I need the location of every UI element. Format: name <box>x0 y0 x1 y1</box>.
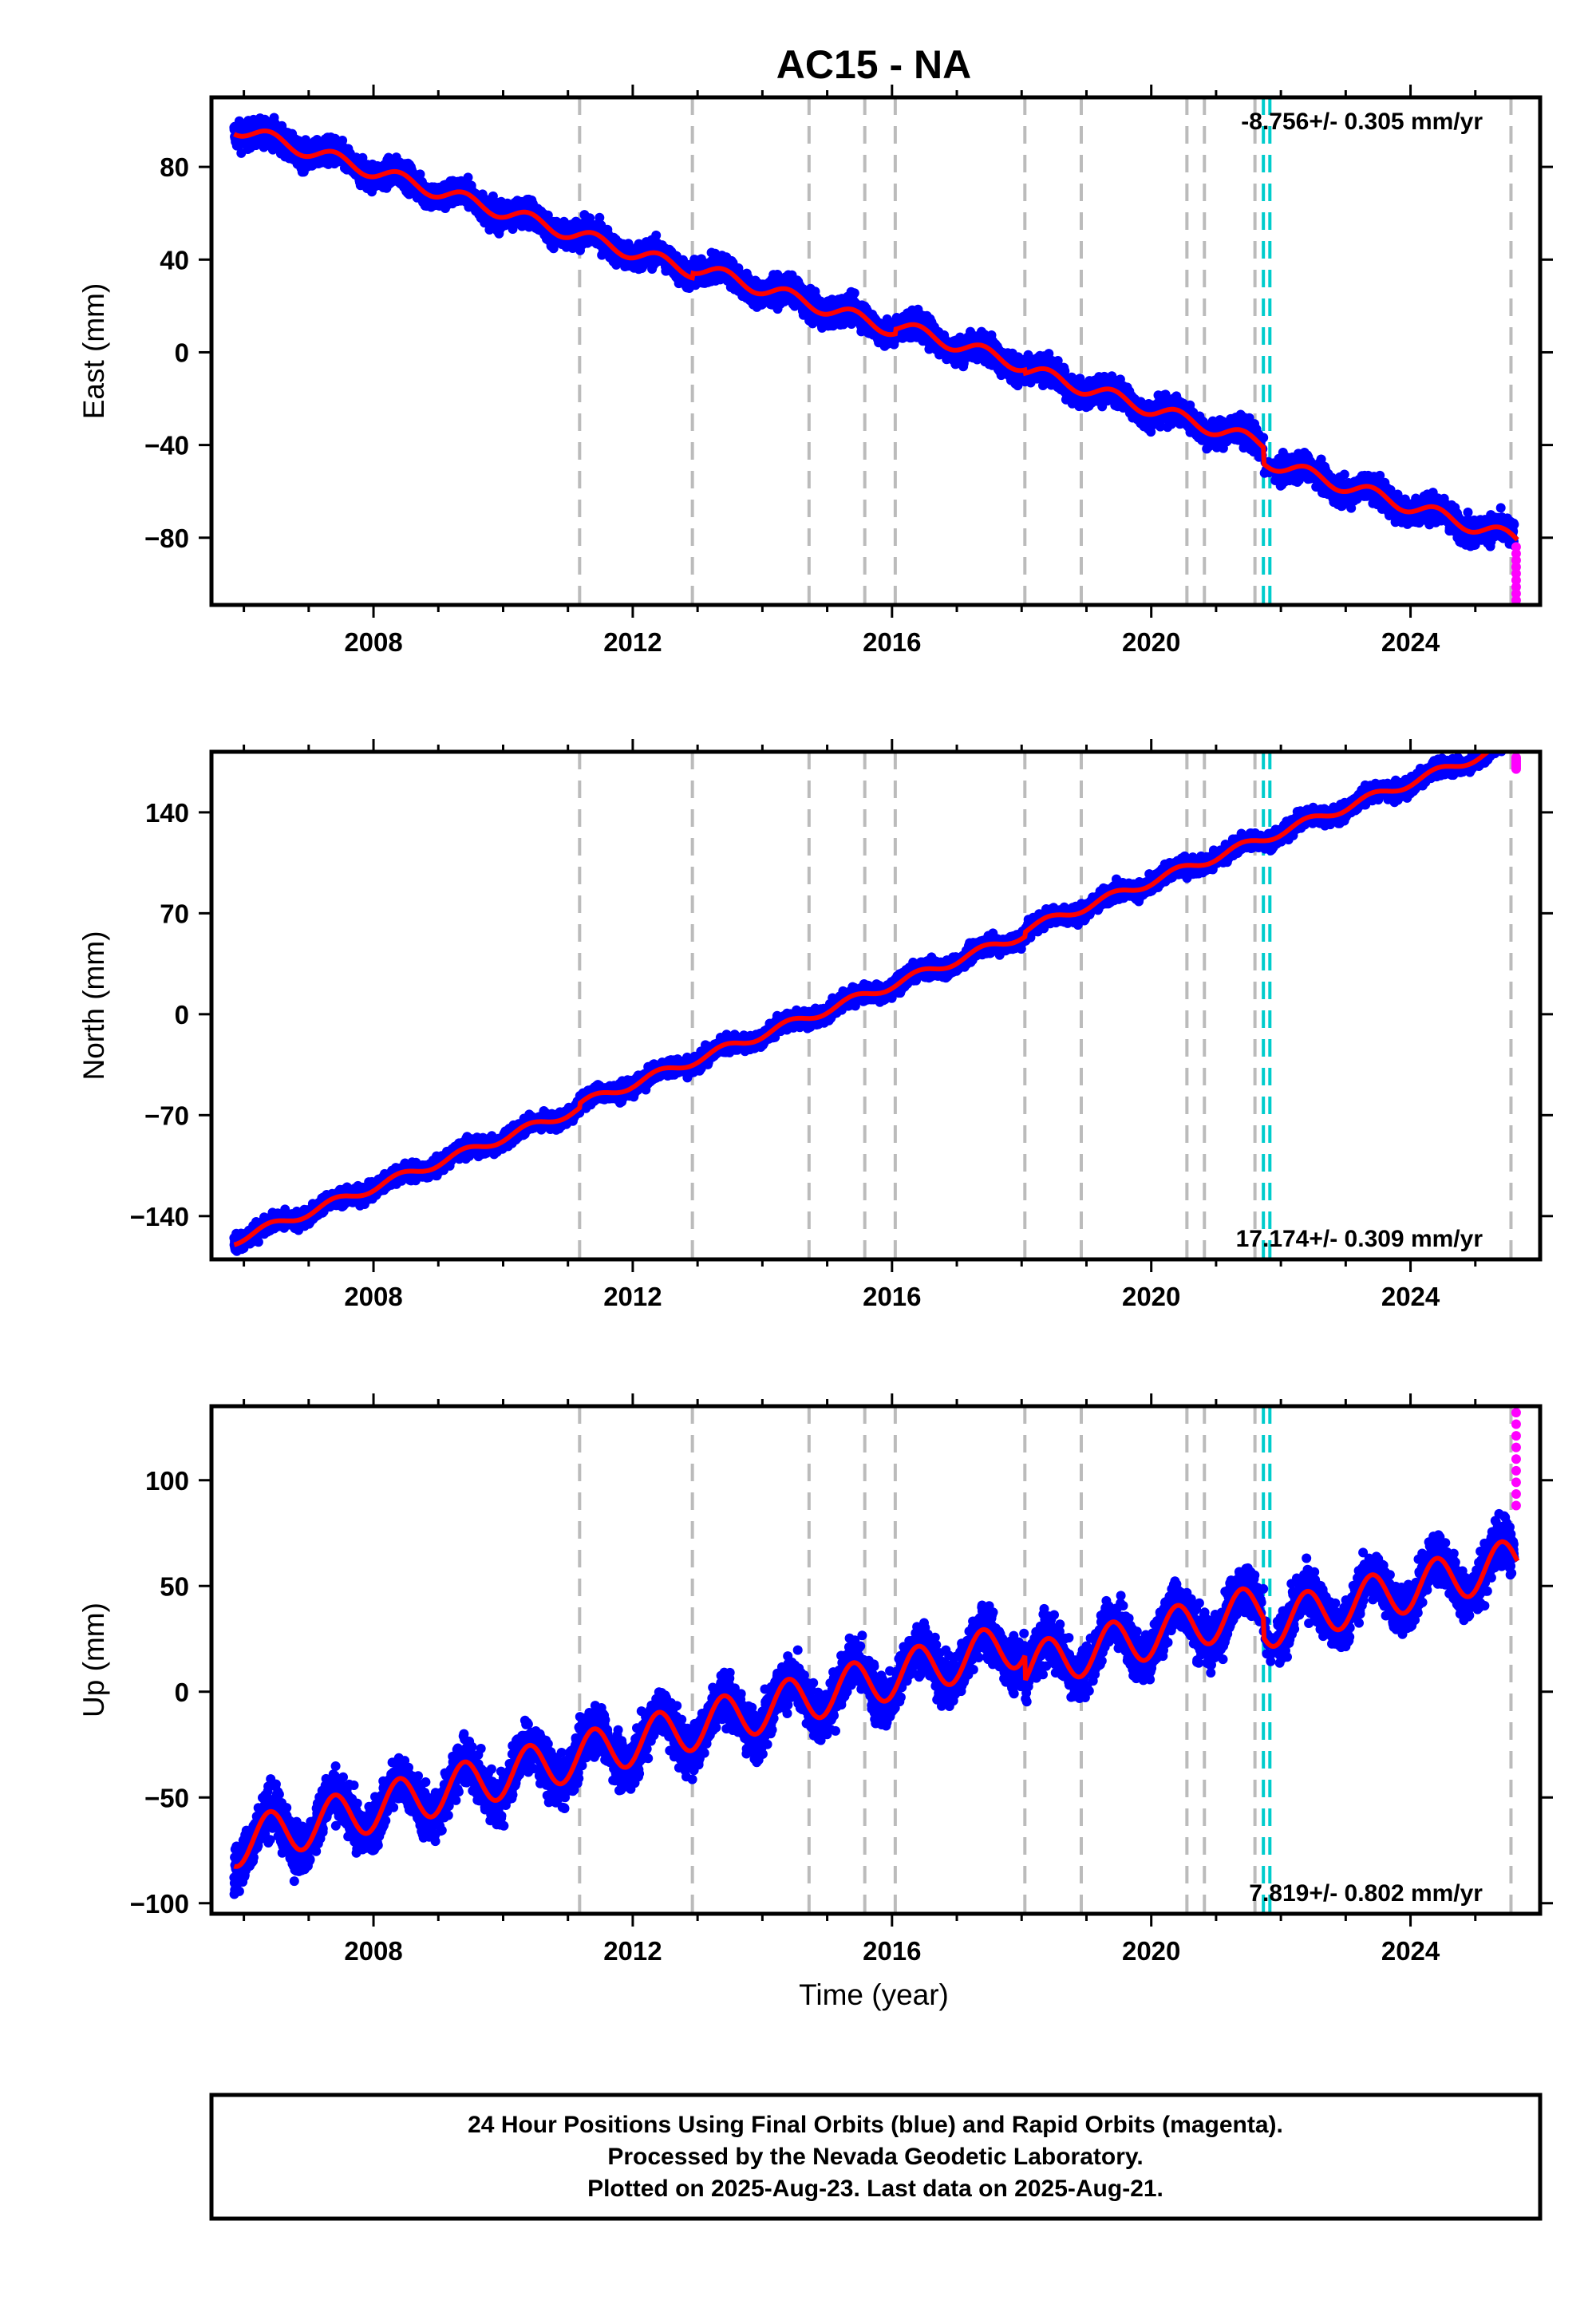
final-orbit-points <box>229 113 1519 551</box>
data-point <box>415 169 425 180</box>
chart-title: AC15 - NA <box>776 42 971 87</box>
data-point <box>463 172 473 183</box>
plot-area <box>229 97 1521 605</box>
data-point <box>849 288 859 298</box>
data-point <box>358 152 368 163</box>
